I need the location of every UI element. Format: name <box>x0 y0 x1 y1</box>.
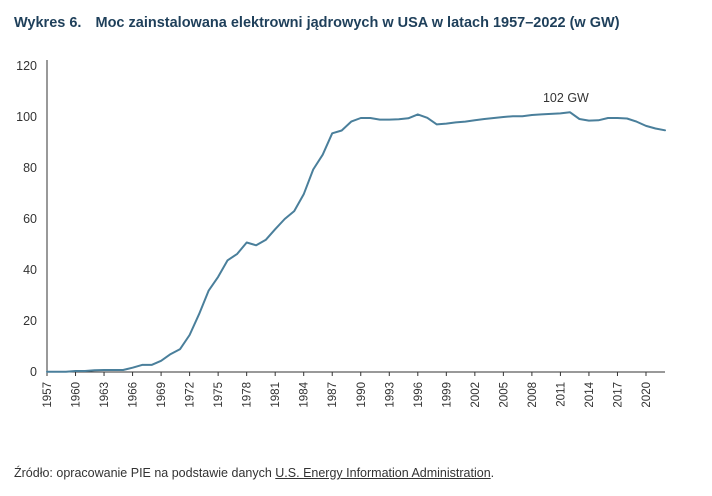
y-tick-label: 100 <box>16 110 37 124</box>
x-tick-label: 1987 <box>327 382 339 408</box>
x-tick-label: 1990 <box>356 382 368 408</box>
x-tick-label: 1996 <box>413 382 425 408</box>
x-tick-label: 2014 <box>584 381 596 407</box>
y-tick-label: 60 <box>23 212 37 226</box>
x-tick-label: 2005 <box>498 382 510 408</box>
y-tick-label: 120 <box>16 59 37 73</box>
x-tick-label: 1993 <box>384 382 396 408</box>
source-prefix: Źródło: opracowanie PIE na podstawie dan… <box>14 466 276 480</box>
y-tick-label: 20 <box>23 314 37 328</box>
series-line <box>46 111 666 373</box>
x-tick-label: 1969 <box>156 382 168 408</box>
chart-number: Wykres 6. <box>14 15 82 31</box>
x-tick-label: 1999 <box>441 382 453 408</box>
chart-title-text: Moc zainstalowana elektrowni jądrowych w… <box>95 15 620 31</box>
chart-area: 0 20 40 60 80 100 120 1957 1960 1963 1966 1969 1972… <box>16 59 666 408</box>
y-tick-label: 0 <box>30 365 37 379</box>
x-axis-ticks: 1957 1960 1963 1966 1969 1972 1975 1978 1981 1984… <box>42 372 653 408</box>
x-tick-label: 1978 <box>242 382 254 408</box>
x-tick-label: 1966 <box>128 382 140 408</box>
peak-annotation: 102 GW <box>543 91 589 105</box>
y-axis-ticks: 0 20 40 60 80 100 120 <box>16 59 37 379</box>
source-note: Źródło: opracowanie PIE na podstawie dan… <box>14 466 494 480</box>
x-tick-label: 2002 <box>470 382 482 408</box>
chart-title: Wykres 6. Moc zainstalowana elektrowni j… <box>14 15 620 31</box>
x-tick-label: 2008 <box>527 382 539 408</box>
x-tick-label: 1963 <box>99 382 111 408</box>
source-suffix: . <box>490 466 495 480</box>
x-tick-label: 1972 <box>185 382 197 408</box>
x-tick-label: 2011 <box>555 382 567 407</box>
x-tick-label: 1984 <box>299 381 311 407</box>
source-link[interactable]: U.S. Energy Information Administration <box>275 466 491 480</box>
x-tick-label: 1975 <box>213 382 225 408</box>
y-tick-label: 40 <box>23 263 37 277</box>
x-tick-label: 1960 <box>71 382 83 408</box>
x-tick-label: 2017 <box>612 382 624 408</box>
y-tick-label: 80 <box>23 161 37 175</box>
x-tick-label: 1981 <box>270 382 282 408</box>
x-tick-label: 1957 <box>42 382 54 408</box>
x-tick-label: 2020 <box>641 382 653 408</box>
